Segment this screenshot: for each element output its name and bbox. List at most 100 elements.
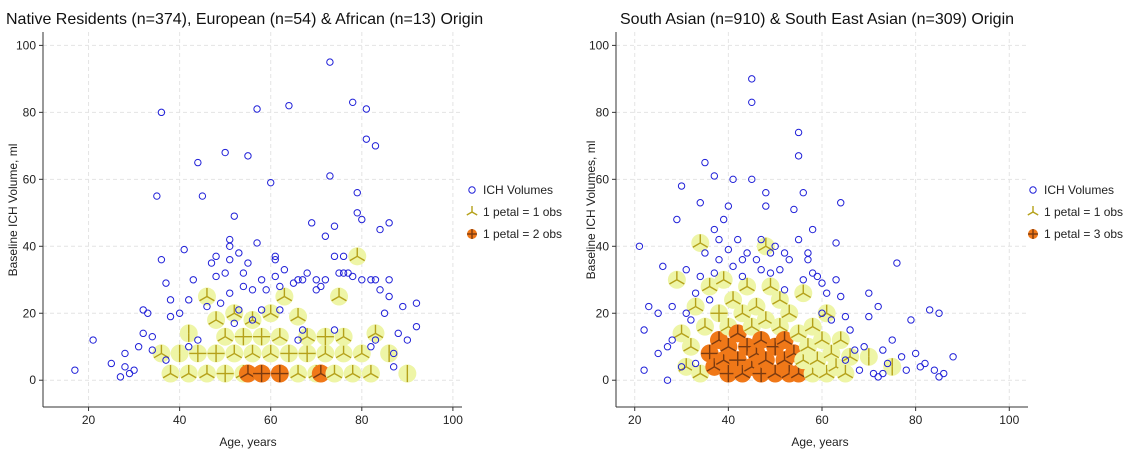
sunflower-petal xyxy=(756,305,765,312)
data-point xyxy=(339,269,348,277)
sunflower-petal xyxy=(687,305,696,312)
data-point xyxy=(799,276,807,284)
data-point xyxy=(738,272,747,281)
data-point xyxy=(267,178,275,187)
y-tick-label: 80 xyxy=(23,105,37,119)
sunflower-petal xyxy=(751,326,760,332)
sunflower-petal xyxy=(781,372,790,379)
data-point xyxy=(130,366,138,374)
sunflower-petal xyxy=(262,352,272,359)
sunflower-petal xyxy=(226,312,235,319)
data-point xyxy=(883,359,892,368)
sunflower-mark xyxy=(672,324,691,343)
data-point xyxy=(239,282,248,291)
sunflower-petal xyxy=(290,315,299,322)
data-point xyxy=(752,255,761,264)
data-point xyxy=(715,235,723,244)
sunflower-petal xyxy=(758,359,767,366)
legend-marker-sunflower-light xyxy=(1027,206,1039,216)
sunflower-petal xyxy=(681,332,690,339)
sunflower-petal xyxy=(199,295,208,302)
sunflower-mark xyxy=(380,344,399,363)
sunflower-petal xyxy=(776,359,785,366)
sunflower-mark xyxy=(789,324,808,343)
sunflower-petal xyxy=(354,352,363,359)
data-point xyxy=(696,199,704,207)
sunflower-petal xyxy=(753,339,762,345)
sunflower-mark xyxy=(234,327,253,346)
sunflower-petal xyxy=(699,242,709,248)
data-point xyxy=(785,255,793,264)
sunflower-mark xyxy=(161,364,180,383)
sunflower-petal xyxy=(361,352,370,359)
sunflower-mark xyxy=(756,351,775,370)
data-point xyxy=(144,309,152,317)
data-point xyxy=(326,172,334,180)
sunflower-petal xyxy=(240,372,249,379)
legend-marker-circle xyxy=(468,186,476,194)
sunflower-petal xyxy=(818,372,828,379)
sunflower-mark xyxy=(243,344,262,363)
data-point xyxy=(385,276,393,284)
data-point xyxy=(682,266,690,274)
sunflower-series xyxy=(152,247,417,383)
sunflower-petal xyxy=(244,319,253,325)
sunflower-mark xyxy=(334,327,353,346)
sunflower-petal xyxy=(206,295,215,302)
data-point xyxy=(799,189,807,197)
data-point xyxy=(139,329,147,338)
data-point xyxy=(367,276,375,284)
sunflower-petal xyxy=(770,285,779,292)
x-tick-label: 80 xyxy=(909,413,923,427)
data-point xyxy=(308,219,316,227)
y-axis-label: Baseline ICH Volumes, ml xyxy=(584,141,598,280)
data-point xyxy=(121,363,129,371)
sunflower-mark xyxy=(316,327,335,346)
sunflower-petal xyxy=(788,312,797,319)
data-point xyxy=(235,306,243,314)
sunflower-mark xyxy=(841,347,860,366)
sunflower-petal xyxy=(331,295,340,302)
sunflower-petal xyxy=(831,352,840,359)
data-point xyxy=(827,316,836,324)
sunflower-mark xyxy=(207,344,226,363)
data-point xyxy=(230,319,238,327)
sunflower-petal xyxy=(162,372,171,379)
data-point xyxy=(762,202,770,210)
sunflower-petal xyxy=(252,352,261,359)
sunflower-mark xyxy=(691,364,710,383)
sunflower-mark xyxy=(803,317,822,336)
data-point xyxy=(897,353,906,361)
sunflower-petal xyxy=(767,372,776,379)
data-point xyxy=(262,286,270,294)
sunflower-petal xyxy=(715,279,725,285)
sunflower-petal xyxy=(781,312,790,319)
sunflower-mark xyxy=(728,324,747,343)
data-point xyxy=(893,259,901,267)
sunflower-petal xyxy=(795,292,804,299)
sunflower-petal xyxy=(742,372,751,379)
data-point xyxy=(930,366,939,374)
chart-title: Native Residents (n=374), European (n=54… xyxy=(6,11,483,28)
data-point xyxy=(248,316,257,324)
data-point xyxy=(635,242,644,250)
data-point xyxy=(677,363,686,371)
sunflower-petal xyxy=(776,339,785,345)
data-point xyxy=(832,239,840,247)
sunflower-petal xyxy=(737,332,746,339)
data-point xyxy=(194,336,202,344)
sunflower-petal xyxy=(701,285,710,292)
sunflower-petal xyxy=(180,372,190,379)
sunflower-mark xyxy=(216,364,235,383)
sunflower-petal xyxy=(297,315,306,322)
data-point xyxy=(285,101,293,110)
data-point xyxy=(358,276,366,284)
sunflower-mark xyxy=(775,331,794,350)
sunflower-mark xyxy=(691,233,710,252)
sunflower-petal xyxy=(326,372,335,379)
y-tick-label: 20 xyxy=(23,306,37,320)
sunflower-mark xyxy=(710,304,728,323)
sunflower-mark xyxy=(686,297,705,316)
data-point xyxy=(271,252,279,261)
